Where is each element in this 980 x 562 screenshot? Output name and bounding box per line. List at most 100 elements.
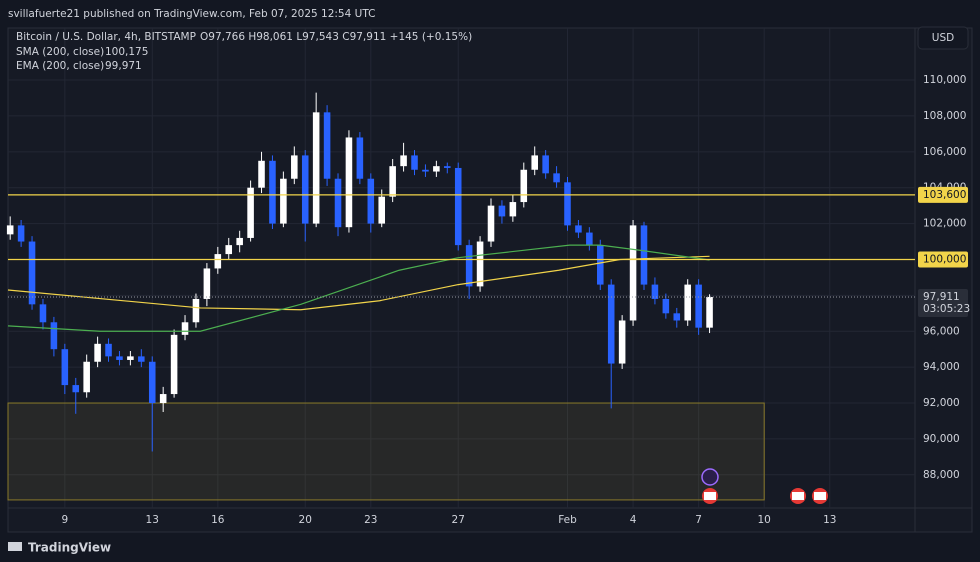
ohlc: O97,766 H98,061 L97,543 C97,911 +145 (+0… [200,31,472,43]
candle-body [706,296,713,328]
price-tag [918,186,968,203]
candle-body [61,349,69,386]
candle-body [640,225,648,285]
candle-body [454,167,462,246]
candle-body [367,178,375,224]
candle-body [138,356,145,362]
last-price-tag [918,288,968,317]
x-tick-label: 27 [452,514,465,526]
y-tick-label: 110,000 [923,74,966,86]
candle-body [531,155,538,170]
chart-title: Bitcoin / U.S. Dollar, 4h, BITSTAMP [16,31,196,43]
candle-body [564,182,571,226]
price-tag [918,251,968,268]
x-tick-label: 7 [695,514,702,526]
candle-body [673,313,681,321]
published-note: svillafuerte21 published on TradingView.… [8,8,375,20]
indicator-line [7,244,710,332]
countdown: 03:05:23 [923,303,970,315]
candle-body [291,155,298,179]
candle-body [181,322,189,335]
candle-body [695,284,702,328]
candle-body [487,205,495,242]
y-tick-label: 88,000 [923,469,960,481]
candle-body [586,232,593,246]
candle-body [116,356,123,360]
plot [6,92,915,501]
candle-body [411,155,418,170]
candle-body [127,356,134,360]
candle-body [662,298,670,314]
x-tick-label: 23 [364,514,377,526]
candle-body [597,245,604,285]
price-tag-label: 100,000 [923,253,966,265]
candle-body [83,361,90,393]
y-tick-label: 90,000 [923,433,960,445]
candle-body [39,304,47,323]
candle-body [542,155,549,174]
candle-body [225,245,233,255]
y-tick-label: 102,000 [923,218,966,230]
legend-label: SMA (200, close) [16,46,104,58]
legend-value: 99,971 [105,60,142,72]
legend-label: EMA (200, close) [16,60,104,72]
legend-value: 100,175 [105,46,148,58]
candle-body [422,169,429,172]
zone [7,402,765,501]
candle-body [509,202,517,217]
candle-body [72,385,80,393]
candle-body [170,334,178,395]
candle-body [400,155,407,167]
candle-body [345,137,353,228]
candle-body [301,155,309,224]
candle-body [476,241,484,287]
candle-body [6,225,14,235]
candle-body [236,237,243,246]
x-tick-label: 13 [146,514,159,526]
candle-body [498,205,506,217]
candle-body [159,394,167,404]
candle-body [148,361,156,404]
currency[interactable]: USD [932,32,954,44]
candle-body [94,343,101,362]
event-icons [701,468,828,504]
brand: TradingView [28,541,111,555]
candle-body [247,187,254,238]
indicator-line [7,255,710,311]
candle-body [618,320,626,364]
y-tick-label: 94,000 [923,361,960,373]
candle-body [269,160,276,224]
candle-body [50,322,58,350]
candle-body [334,178,342,228]
x-tick-label: 20 [299,514,312,526]
candle-body [105,343,112,357]
x-tick-label: Feb [558,514,577,526]
y-tick-label: 96,000 [923,325,960,337]
candle-body [629,225,637,321]
candle-body [312,112,320,224]
candle-body [192,298,200,323]
candle-body [465,245,473,287]
y-tick-label: 108,000 [923,110,966,122]
candle-body [553,173,560,183]
candle-body [203,268,211,299]
candle-body [389,166,396,197]
last-price-label: 97,911 [923,291,960,303]
x-tick-label: 13 [823,514,836,526]
brand-logo [8,542,22,551]
axis: 88,00090,00092,00094,00096,00098,000100,… [61,74,970,526]
candle-body [323,112,331,179]
price-tag-label: 103,600 [923,189,966,201]
candle-body [433,166,440,172]
candle-body [378,196,386,224]
candle-body [575,225,582,233]
candle-body [607,284,615,364]
x-tick-label: 4 [630,514,637,526]
x-tick-label: 9 [61,514,68,526]
candle-body [356,137,364,179]
currency-button[interactable] [917,26,969,50]
candle-body [258,160,265,188]
y-tick-label: 106,000 [923,146,966,158]
x-tick-label: 16 [211,514,225,526]
